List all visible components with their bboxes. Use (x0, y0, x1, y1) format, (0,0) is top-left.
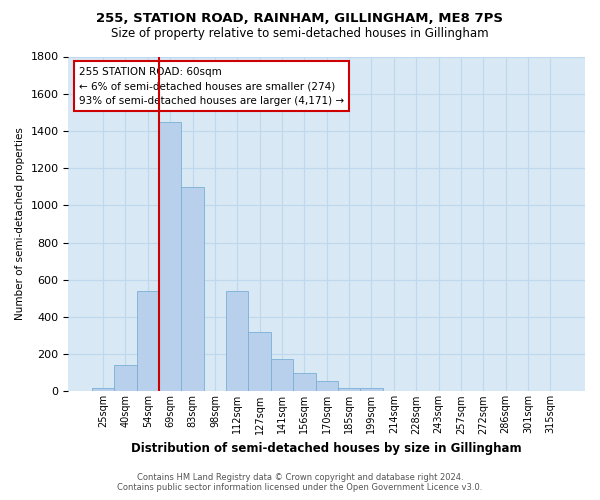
Bar (248, 332, 271, 392)
Bar (114, 366, 137, 392)
Bar (181, 186, 204, 392)
Text: 255, STATION ROAD, RAINHAM, GILLINGHAM, ME8 7PS: 255, STATION ROAD, RAINHAM, GILLINGHAM, … (97, 12, 503, 26)
Bar (92, 388, 114, 392)
Y-axis label: Number of semi-detached properties: Number of semi-detached properties (15, 128, 25, 320)
Bar (360, 388, 383, 392)
Bar (293, 373, 316, 392)
Bar (316, 381, 338, 392)
Text: Size of property relative to semi-detached houses in Gillingham: Size of property relative to semi-detach… (111, 28, 489, 40)
Bar (338, 388, 360, 392)
X-axis label: Distribution of semi-detached houses by size in Gillingham: Distribution of semi-detached houses by … (131, 442, 522, 455)
Text: 255 STATION ROAD: 60sqm
← 6% of semi-detached houses are smaller (274)
93% of se: 255 STATION ROAD: 60sqm ← 6% of semi-det… (79, 66, 344, 106)
Bar (137, 291, 159, 392)
Bar (271, 359, 293, 392)
Bar (159, 122, 181, 392)
Bar (226, 291, 248, 392)
Text: Contains HM Land Registry data © Crown copyright and database right 2024.
Contai: Contains HM Land Registry data © Crown c… (118, 473, 482, 492)
